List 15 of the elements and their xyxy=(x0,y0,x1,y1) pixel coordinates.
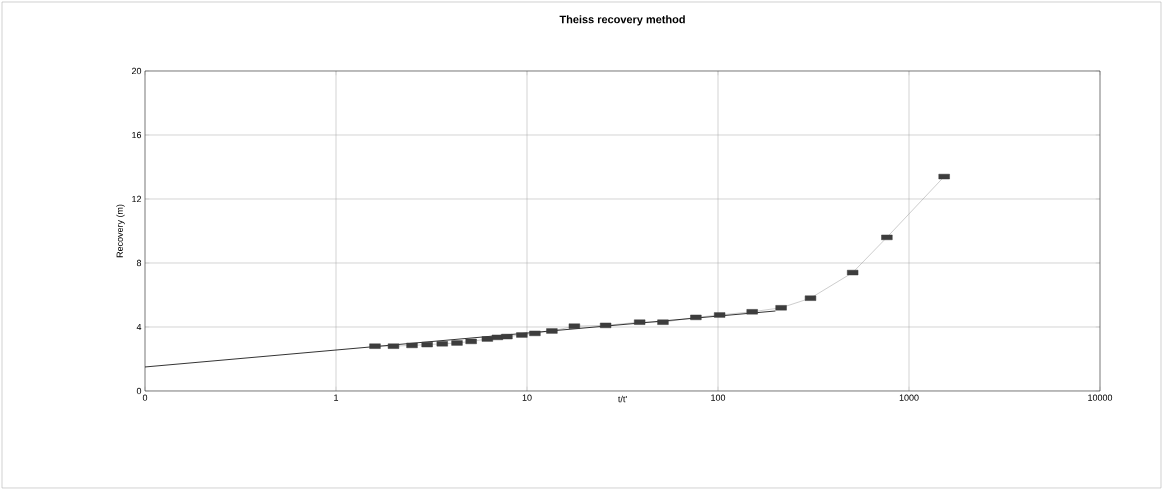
chart-title: Theiss recovery method xyxy=(559,15,685,26)
x-tick-label: 100 xyxy=(711,394,726,401)
y-tick-label: 8 xyxy=(136,259,142,267)
y-axis-title: Recovery (m) xyxy=(116,204,125,258)
y-tick-label: 4 xyxy=(136,323,142,331)
x-tick-label: 0 xyxy=(142,394,148,401)
x-tick-label: 10 xyxy=(522,394,532,401)
x-axis-title: t/t' xyxy=(618,395,627,403)
y-tick-label: 20 xyxy=(131,67,142,75)
y-tick-label: 16 xyxy=(132,131,142,139)
x-tick-label: 1000 xyxy=(899,394,919,401)
x-tick-label: 10000 xyxy=(1088,394,1113,401)
y-tick-label: 12 xyxy=(132,195,142,203)
x-tick-label: 1 xyxy=(334,394,339,401)
y-tick-label: 0 xyxy=(136,387,142,395)
